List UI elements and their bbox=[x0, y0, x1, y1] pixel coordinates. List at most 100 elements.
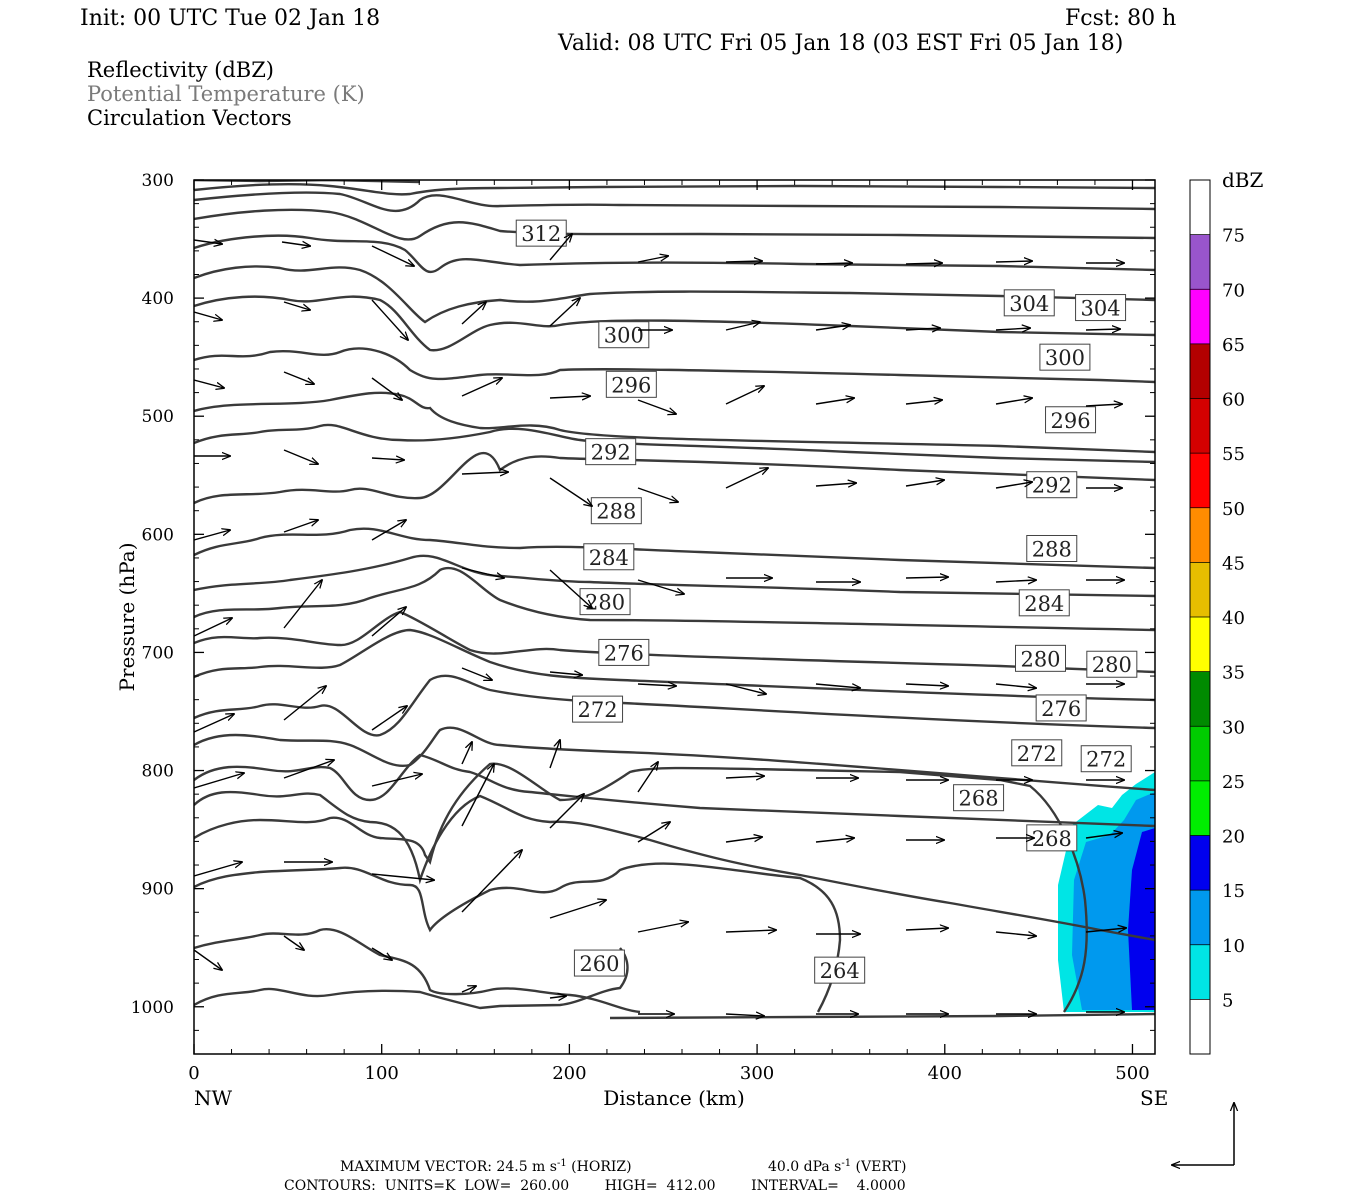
theta-contour bbox=[194, 566, 1155, 632]
colorbar-label: 10 bbox=[1222, 936, 1245, 957]
forecast-hour: Fcst: 80 h bbox=[1065, 6, 1176, 31]
circulation-vector bbox=[905, 577, 948, 578]
circulation-vector bbox=[549, 477, 592, 506]
circulation-vector bbox=[461, 667, 492, 680]
circulation-vector bbox=[637, 762, 658, 793]
y-tick-label: 600 bbox=[142, 525, 174, 545]
theta-label-box bbox=[1045, 406, 1097, 434]
circulation-vector bbox=[905, 684, 948, 686]
circulation-vector bbox=[371, 245, 414, 266]
theta-contour bbox=[194, 182, 1155, 196]
theta-label: 280 bbox=[585, 591, 625, 615]
theta-label: 288 bbox=[596, 500, 636, 524]
theta-label: 272 bbox=[1086, 748, 1126, 772]
circulation-vector bbox=[637, 922, 688, 933]
colorbar-bin bbox=[1190, 398, 1210, 454]
circulation-vector bbox=[815, 398, 854, 405]
circulation-vector bbox=[283, 371, 314, 384]
theta-label: 292 bbox=[591, 441, 631, 465]
x-left-end-label: NW bbox=[194, 1086, 233, 1110]
circulation-vector bbox=[1085, 833, 1122, 839]
circulation-vector bbox=[549, 996, 566, 998]
colorbar-bin bbox=[1190, 726, 1210, 781]
theta-label-box bbox=[583, 543, 635, 571]
theta-label-box bbox=[1026, 534, 1078, 562]
circulation-vector bbox=[995, 932, 1036, 936]
circulation-vector bbox=[905, 328, 940, 330]
theta-label-box bbox=[814, 956, 866, 984]
circulation-vector bbox=[905, 263, 942, 264]
theta-label-box bbox=[1026, 824, 1078, 852]
circulation-vector bbox=[194, 949, 222, 970]
x-tick-label: 400 bbox=[928, 1063, 962, 1084]
circulation-vector bbox=[725, 261, 762, 262]
circulation-vector bbox=[815, 325, 850, 331]
theta-label: 284 bbox=[1024, 592, 1064, 616]
circulation-vector bbox=[549, 900, 606, 919]
colorbar-label: 65 bbox=[1222, 335, 1245, 356]
x-tick-label: 500 bbox=[1115, 1063, 1149, 1084]
y-tick-label: 800 bbox=[142, 762, 174, 782]
plot-frame bbox=[193, 179, 1156, 1055]
theta-label-box bbox=[1003, 289, 1055, 317]
colorbar-bin bbox=[1190, 507, 1210, 563]
field-circulation-vectors: Circulation Vectors bbox=[87, 106, 292, 130]
circulation-vectors bbox=[194, 234, 1126, 1016]
circulation-vector bbox=[461, 986, 476, 992]
circulation-vector bbox=[637, 487, 678, 502]
colorbar-label: 55 bbox=[1222, 444, 1245, 465]
theta-contour bbox=[194, 753, 1155, 828]
colorbar-bin bbox=[1190, 835, 1210, 891]
theta-label-box bbox=[1011, 739, 1063, 767]
x-axis-label: Distance (km) bbox=[603, 1086, 745, 1110]
circulation-vector bbox=[194, 773, 244, 789]
circulation-vector bbox=[905, 928, 948, 930]
circulation-vector bbox=[549, 672, 582, 675]
circulation-vector bbox=[194, 714, 234, 733]
y-tick-label: 700 bbox=[142, 643, 174, 663]
circulation-vector bbox=[725, 1014, 764, 1016]
init-time: Init: 00 UTC Tue 02 Jan 18 bbox=[80, 6, 380, 31]
colorbar-bin bbox=[1190, 780, 1210, 836]
circulation-vector bbox=[371, 706, 407, 731]
colorbar-title: dBZ bbox=[1222, 168, 1264, 192]
theta-label-box bbox=[1015, 644, 1067, 672]
colorbar-bin bbox=[1190, 999, 1210, 1054]
theta-contour bbox=[194, 554, 1155, 598]
x-tick-label: 100 bbox=[365, 1063, 399, 1084]
circulation-vector bbox=[1085, 404, 1122, 406]
circulation-vector bbox=[815, 263, 852, 264]
x-tick-label: 300 bbox=[740, 1063, 774, 1084]
max-vector-legend bbox=[1172, 1103, 1234, 1165]
theta-label-box bbox=[1075, 294, 1127, 322]
potential-temperature-contours bbox=[194, 180, 1155, 1020]
circulation-vector bbox=[194, 311, 222, 320]
circulation-vector bbox=[549, 740, 560, 769]
colorbar-label: 15 bbox=[1222, 881, 1245, 902]
circulation-vector bbox=[725, 776, 764, 778]
circulation-vector bbox=[995, 261, 1032, 262]
theta-contour bbox=[194, 726, 1155, 792]
circulation-vector bbox=[549, 234, 572, 261]
circulation-vector bbox=[725, 322, 760, 331]
circulation-vector bbox=[461, 302, 486, 325]
y-axis-label: Pressure (hPa) bbox=[115, 543, 139, 692]
theta-label-box bbox=[573, 949, 625, 977]
theta-label-box bbox=[605, 370, 657, 398]
circulation-vector bbox=[995, 398, 1032, 405]
theta-label: 276 bbox=[604, 641, 644, 665]
circulation-vector bbox=[815, 684, 860, 688]
circulation-vector bbox=[461, 850, 522, 913]
theta-contour bbox=[194, 527, 1155, 570]
theta-label: 280 bbox=[1020, 647, 1060, 671]
circulation-vector bbox=[815, 838, 854, 842]
theta-contour bbox=[194, 628, 1155, 702]
colorbar-bin bbox=[1190, 234, 1210, 290]
theta-label-box bbox=[598, 321, 650, 349]
colorbar-bin bbox=[1190, 343, 1210, 399]
theta-label: 296 bbox=[611, 373, 651, 397]
colorbar-bin bbox=[1190, 180, 1210, 235]
theta-label: 300 bbox=[1045, 346, 1085, 370]
circulation-vector bbox=[194, 530, 230, 541]
circulation-vector bbox=[371, 520, 406, 541]
